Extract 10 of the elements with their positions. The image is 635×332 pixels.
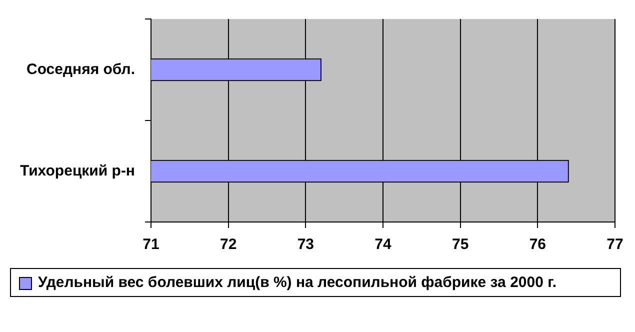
x-tick-label: 76 <box>529 236 546 254</box>
x-tick-label: 71 <box>142 236 160 254</box>
x-tick-label: 72 <box>220 236 237 254</box>
x-tick-label: 77 <box>606 236 624 254</box>
x-tick-label: 75 <box>452 236 469 254</box>
x-tick-label: 73 <box>297 236 314 254</box>
x-tick-label: 74 <box>374 236 392 254</box>
legend-label: Удельный вес болевших лиц(в %) на лесопильной фабрике за 2000 г. <box>38 273 557 292</box>
y-tick-label: Тихорецкий р-н <box>20 162 136 180</box>
y-tick-label: Соседняя обл. <box>26 60 136 78</box>
